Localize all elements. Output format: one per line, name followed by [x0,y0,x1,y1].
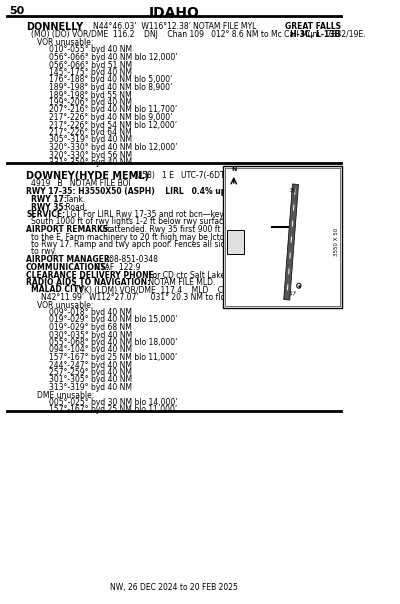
Text: Tank.: Tank. [64,195,86,204]
Text: DOWNEY(HYDE MEML): DOWNEY(HYDE MEML) [26,171,149,181]
Text: to Rwy 17. Ramp and twy apch poor. Fences all side rwy. Road parallel: to Rwy 17. Ramp and twy apch poor. Fence… [31,240,301,249]
Text: 331°-359° byd 40 NM: 331°-359° byd 40 NM [49,158,132,167]
Text: 199°-206° byd 40 NM: 199°-206° byd 40 NM [49,98,132,107]
Text: Road.: Road. [64,202,88,211]
Text: 3550 X 50: 3550 X 50 [334,228,339,256]
Text: N44°46.03’  W116°12.38’: N44°46.03’ W116°12.38’ [93,22,191,31]
Text: 056°-066° byd 40 NM blo 12,000’: 056°-066° byd 40 NM blo 12,000’ [49,53,177,62]
Text: RWY 17:: RWY 17: [31,195,67,204]
Text: LGT For LIRL Rwy 17-35 and rot bcn—key 122.8 five times.: LGT For LIRL Rwy 17-35 and rot bcn—key 1… [59,210,290,219]
Text: Unattended. Rwy 35 first 900 ft of rwy is curved 15 deg: Unattended. Rwy 35 first 900 ft of rwy i… [97,225,313,234]
Text: 217°-226° byd 40 NM blo 9,000’: 217°-226° byd 40 NM blo 9,000’ [49,113,172,122]
Text: GREAT FALLS: GREAT FALLS [285,22,341,31]
Text: 189°-198° byd 40 NM blo 8,900’: 189°-198° byd 40 NM blo 8,900’ [49,83,172,92]
Text: RWY 35:: RWY 35: [31,202,67,211]
Text: NW, 26 DEC 2024 to 20 FEB 2025: NW, 26 DEC 2024 to 20 FEB 2025 [110,583,238,592]
Bar [225,168,340,306]
Text: CTAF  122.9: CTAF 122.9 [93,263,140,272]
Text: NOTAM FILE MLD.: NOTAM FILE MLD. [146,278,215,287]
Text: MALAD CITY: MALAD CITY [31,286,84,295]
Text: (U58)   1 E   UTC-7(-6DT)   N42°25.45’  W112°06.57’: (U58) 1 E UTC-7(-6DT) N42°25.45’ W112°06… [129,171,332,180]
Text: (VK) (LDM) VOR/DME  117.4    MLD    Chan 121: (VK) (LDM) VOR/DME 117.4 MLD Chan 121 [71,286,254,295]
Text: SERVICE:: SERVICE: [26,210,65,219]
Text: 176°-188° byd 40 NM blo 5,000’: 176°-188° byd 40 NM blo 5,000’ [49,76,172,85]
Text: 305°-319° byd 40 NM: 305°-319° byd 40 NM [49,135,132,144]
Bar [223,166,342,308]
Text: N: N [231,167,236,172]
Text: NOTAM FILE MYL: NOTAM FILE MYL [193,22,256,31]
Text: 030°-035° byd 40 NM: 030°-035° byd 40 NM [49,330,132,339]
Text: N42°11.99’  W112°27.07’     031° 20.3 NM to fld. 7330/17E.: N42°11.99’ W112°27.07’ 031° 20.3 NM to f… [41,293,269,302]
Text: 009°-018° byd 40 NM: 009°-018° byd 40 NM [49,308,132,317]
Text: 301°-305° byd 40 NM: 301°-305° byd 40 NM [49,376,132,385]
Text: RWY 17-35: H3550X50 (ASPH)    LIRL   0.4% up S: RWY 17-35: H3550X50 (ASPH) LIRL 0.4% up … [26,187,234,196]
Text: 145°-175° byd 40 NM: 145°-175° byd 40 NM [49,68,132,77]
Text: 217°-226° byd 64 NM: 217°-226° byd 64 NM [49,128,132,137]
Text: IDAHO: IDAHO [148,6,199,20]
Text: 217°-226° byd 54 NM blo 12,000’: 217°-226° byd 54 NM blo 12,000’ [49,121,177,129]
Polygon shape [284,184,298,300]
Text: 207°-216° byd 40 NM blo 11,700’: 207°-216° byd 40 NM blo 11,700’ [49,106,177,115]
Text: SALT LAKE CITY: SALT LAKE CITY [274,171,341,180]
Text: 010°-055° byd 40 NM: 010°-055° byd 40 NM [49,45,132,54]
Text: 189°-198° byd 55 NM: 189°-198° byd 55 NM [49,91,132,100]
Text: VOR unusable:: VOR unusable: [37,301,94,309]
Text: 055°-068° byd 40 NM blo 18,000’: 055°-068° byd 40 NM blo 18,000’ [49,338,177,347]
Text: 17: 17 [289,291,297,297]
Text: 320°-330° byd 56 NM: 320°-330° byd 56 NM [49,150,132,159]
Text: L-11D: L-11D [316,179,341,188]
Text: 257°-259° byd 40 NM: 257°-259° byd 40 NM [49,368,132,377]
Text: 056°-066° byd 51 NM: 056°-066° byd 51 NM [49,60,132,69]
Text: 157°-167° byd 25 NM blo 11,000’: 157°-167° byd 25 NM blo 11,000’ [49,405,177,414]
Text: VOR unusable:: VOR unusable: [37,38,94,47]
Text: 019°-029° byd 40 NM blo 15,000’: 019°-029° byd 40 NM blo 15,000’ [49,315,177,324]
Text: AIRPORT REMARKS:: AIRPORT REMARKS: [26,225,112,234]
Text: (MO) (DO) VOR/DME  116.2    DNJ    Chan 109   012° 8.6 NM to Mc Call Muni.  7332: (MO) (DO) VOR/DME 116.2 DNJ Chan 109 012… [31,30,366,39]
Text: 094°-104° byd 40 NM: 094°-104° byd 40 NM [49,345,132,355]
Text: to the E. Farm machinery to 20 ft high may be lctd within 500 ft of apch: to the E. Farm machinery to 20 ft high m… [31,233,307,242]
Bar [227,230,244,254]
Text: 4919   B   NOTAM FILE BOI: 4919 B NOTAM FILE BOI [31,179,131,188]
Text: to rwy.: to rwy. [31,248,57,257]
Text: 50: 50 [9,6,24,16]
Text: 313°-319° byd 40 NM: 313°-319° byd 40 NM [49,383,132,392]
Text: For CD ctc Salt Lake ARTCC at 801-320-2568.: For CD ctc Salt Lake ARTCC at 801-320-25… [146,271,321,280]
Text: 244°-247° byd 40 NM: 244°-247° byd 40 NM [49,361,132,370]
Text: 35: 35 [289,188,297,194]
Text: 320°-330° byd 40 NM blo 12,000’: 320°-330° byd 40 NM blo 12,000’ [49,143,177,152]
Text: DONNELLY: DONNELLY [26,22,83,32]
Text: H-3C, L-13B: H-3C, L-13B [290,30,341,39]
Text: 157°-167° byd 25 NM blo 11,000’: 157°-167° byd 25 NM blo 11,000’ [49,353,177,362]
Text: AIRPORT MANAGER:: AIRPORT MANAGER: [26,255,113,265]
Text: South 1000 ft of rwy lights 1-2 ft below rwy surface.: South 1000 ft of rwy lights 1-2 ft below… [31,217,230,226]
Text: 208-851-0348: 208-851-0348 [102,255,158,265]
Text: RADIO AIDS TO NAVIGATION:: RADIO AIDS TO NAVIGATION: [26,278,150,287]
Text: 005°-025° byd 30 NM blo 14,000’: 005°-025° byd 30 NM blo 14,000’ [49,398,177,407]
Text: COMMUNICATIONS:: COMMUNICATIONS: [26,263,110,272]
Text: DME unusable:: DME unusable: [37,391,95,399]
Text: 019°-029° byd 68 NM: 019°-029° byd 68 NM [49,323,132,332]
Text: CLEARANCE DELIVERY PHONE:: CLEARANCE DELIVERY PHONE: [26,271,157,280]
